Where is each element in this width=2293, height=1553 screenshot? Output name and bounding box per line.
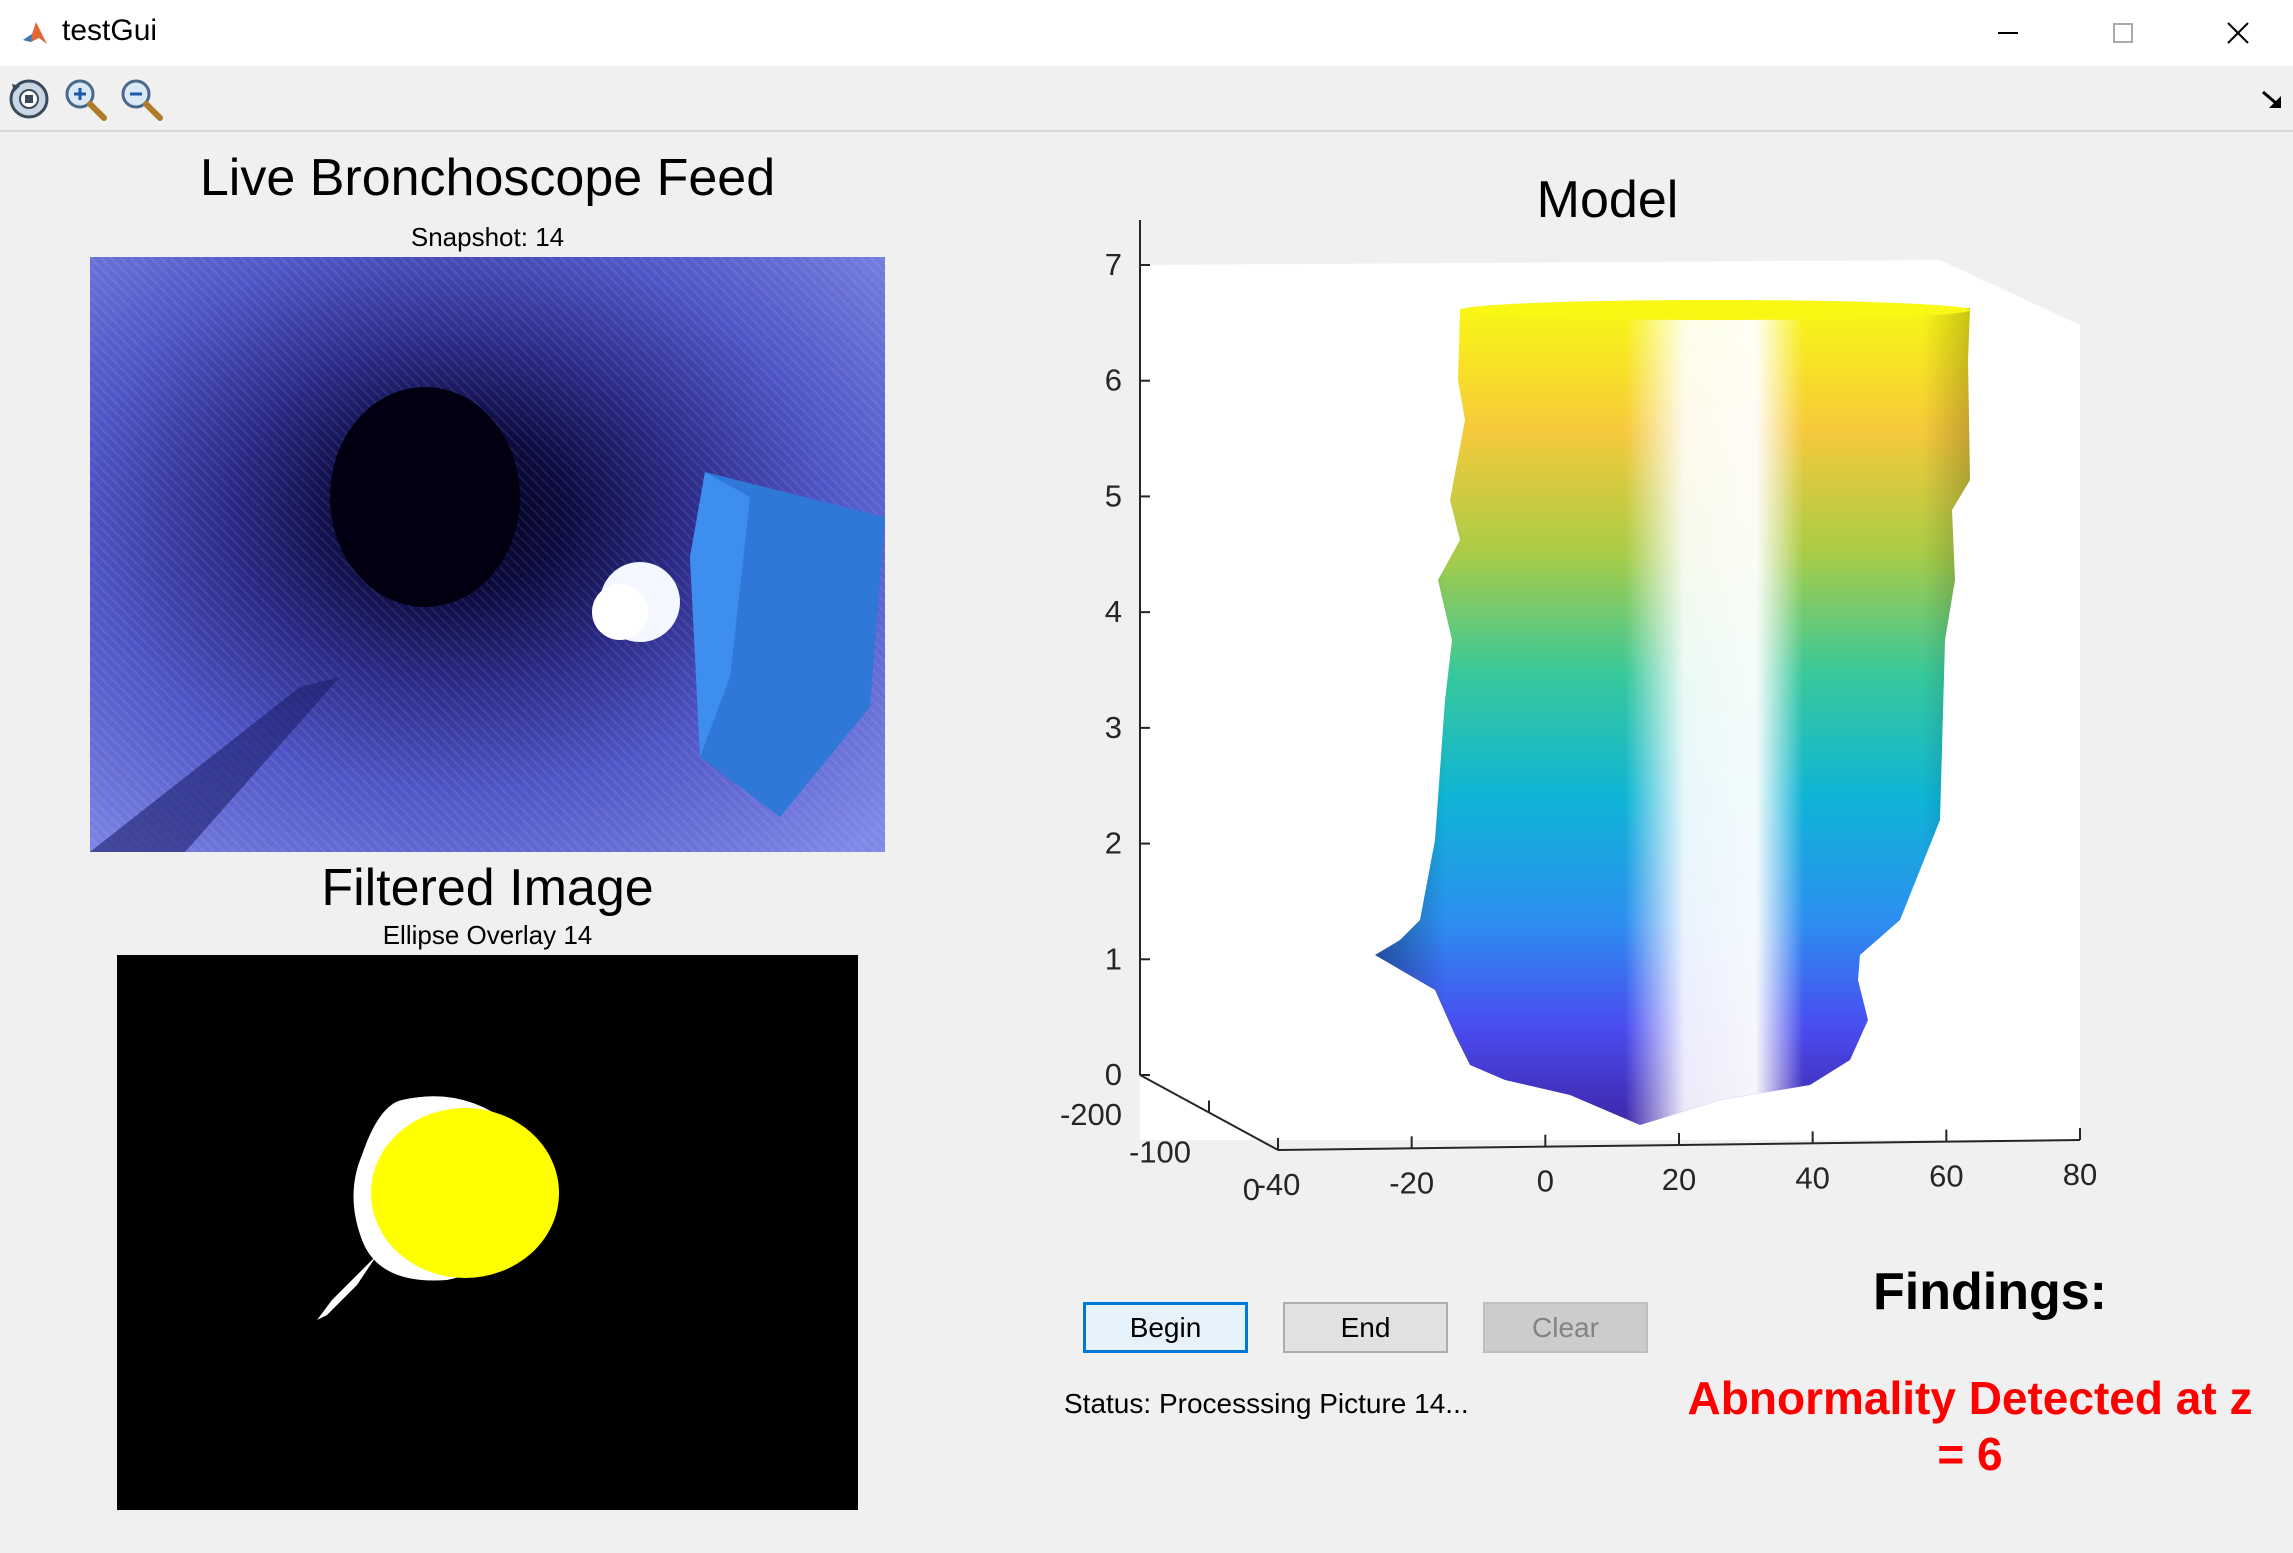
x-tick-label: 0 <box>1537 1164 1554 1199</box>
x-tick-label: -40 <box>1256 1167 1301 1202</box>
findings-result: Abnormality Detected at z = 6 <box>1687 1372 2253 1480</box>
z-tick-label: 6 <box>1105 363 1122 398</box>
minimize-icon <box>1997 32 2018 34</box>
bronchoscope-feed-image <box>90 257 885 852</box>
model-3d-axes: 0 1 2 3 4 5 6 7 -40 -20 0 20 40 60 80 -200 -100 0 <box>1040 220 2160 1240</box>
z-tick-label: 7 <box>1105 247 1122 282</box>
restore-view-icon[interactable] <box>6 76 52 122</box>
z-tick-label: 0 <box>1105 1057 1122 1092</box>
window-title: testGui <box>62 14 158 47</box>
filtered-title: Filtered Image <box>321 859 654 917</box>
filtered-subtitle: Ellipse Overlay 14 <box>382 920 593 950</box>
dock-arrow-icon[interactable] <box>2259 86 2285 112</box>
x-tick-label: 80 <box>2063 1157 2097 1192</box>
findings-title: Findings: <box>1873 1263 2107 1321</box>
close-button[interactable] <box>2180 0 2293 66</box>
maximize-icon <box>2112 23 2133 43</box>
model-title: Model <box>1536 171 1679 229</box>
matlab-logo-icon <box>20 18 50 48</box>
x-tick-label: 20 <box>1662 1162 1696 1197</box>
z-tick-label: 3 <box>1105 710 1122 745</box>
z-tick-label: 1 <box>1105 941 1122 976</box>
title-bar: testGui <box>0 0 2293 66</box>
z-tick-label: 4 <box>1105 594 1122 629</box>
maximize-button[interactable] <box>2065 0 2180 66</box>
status-text: Status: Processsing Picture 14... <box>1064 1388 1469 1419</box>
y-tick-label: 0 <box>1243 1172 1260 1207</box>
feed-title: Live Bronchoscope Feed <box>199 149 776 207</box>
clear-button[interactable]: Clear <box>1483 1302 1648 1353</box>
feed-subtitle: Snapshot: 14 <box>410 222 565 252</box>
zoom-out-icon[interactable] <box>118 76 164 122</box>
end-button[interactable]: End <box>1283 1302 1448 1353</box>
x-tick-label: -20 <box>1389 1165 1434 1200</box>
z-tick-label: 2 <box>1105 826 1122 861</box>
begin-button[interactable]: Begin <box>1083 1302 1248 1353</box>
figure-toolbar <box>0 66 2293 132</box>
x-tick-label: 40 <box>1795 1160 1829 1195</box>
x-tick-label: 60 <box>1929 1159 1963 1194</box>
close-icon <box>2226 22 2249 44</box>
z-tick-label: 5 <box>1105 478 1122 513</box>
y-tick-label: -200 <box>1060 1097 1122 1132</box>
tube-surface <box>1375 300 1970 1125</box>
minimize-button[interactable] <box>1950 0 2065 66</box>
y-tick-label: -100 <box>1129 1135 1191 1170</box>
filtered-image <box>117 955 858 1510</box>
zoom-in-icon[interactable] <box>62 76 108 122</box>
